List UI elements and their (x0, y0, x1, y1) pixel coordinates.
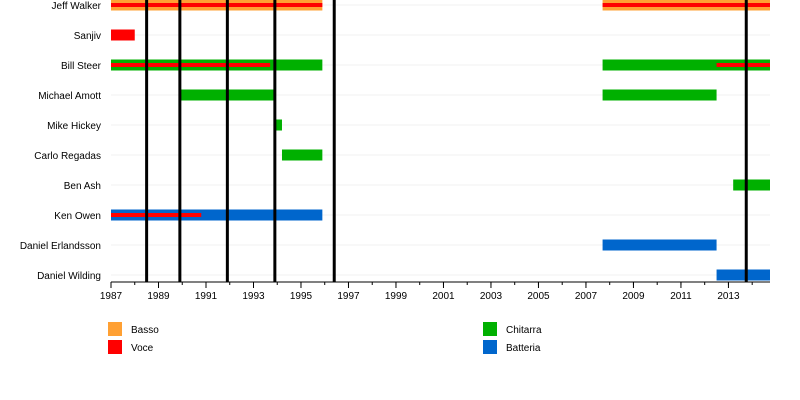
x-tick-label-2005: 2005 (527, 291, 550, 302)
x-tick-label-2003: 2003 (480, 291, 503, 302)
bar-jeff-walker-vocals-3 (602, 3, 770, 7)
bar-carlo-regadas-guitar-12 (281, 149, 323, 161)
legend-label-chitarra: Chitarra (506, 325, 542, 336)
x-tick-label-1997: 1997 (337, 291, 360, 302)
x-tick-label-2007: 2007 (575, 291, 598, 302)
bar-sanjiv-vocals-4 (111, 29, 135, 41)
x-tick-label-1991: 1991 (195, 291, 218, 302)
x-axis: 1987 1989 1991 1993 1995 1997 1999 2001 2003 2005… (100, 281, 770, 302)
member-label-daniel-wilding: Daniel Wilding (37, 271, 101, 282)
member-labels-layer: Jeff Walker Sanjiv Bill Steer Michael Amott… (20, 1, 102, 282)
member-label-jeff-walker: Jeff Walker (52, 1, 102, 12)
x-tick-label-2013: 2013 (717, 291, 740, 302)
x-tick-label-1987: 1987 (100, 291, 123, 302)
x-tick-label-2001: 2001 (432, 291, 455, 302)
bars-layer (111, 0, 770, 281)
legend-label-basso: Basso (131, 325, 159, 336)
grid-layer (111, 4, 770, 276)
legend: Basso Voce Chitarra Batteria (108, 322, 542, 354)
member-label-carlo-regadas: Carlo Regadas (34, 151, 101, 162)
bar-daniel-erlandsson-drums-16 (602, 239, 717, 251)
x-tick-label-1989: 1989 (147, 291, 170, 302)
bar-ben-ash-guitar-13 (733, 179, 770, 191)
legend-label-batteria: Batteria (506, 343, 541, 354)
bar-michael-amott-guitar-10 (602, 89, 717, 101)
bar-jeff-walker-vocals-1 (111, 3, 323, 7)
member-label-ben-ash: Ben Ash (64, 181, 101, 192)
bar-bill-steer-vocals-6 (111, 63, 271, 67)
bar-ken-owen-vocals-15 (111, 213, 202, 217)
x-tick-label-2009: 2009 (622, 291, 645, 302)
bar-mike-hickey-guitar-11 (274, 119, 282, 131)
bar-daniel-wilding-drums-17 (716, 269, 770, 281)
legend-swatch-chitarra (483, 322, 497, 336)
x-tick-label-1993: 1993 (242, 291, 265, 302)
member-label-sanjiv: Sanjiv (74, 31, 101, 42)
release-lines-layer (145, 0, 748, 282)
legend-swatch-batteria (483, 340, 497, 354)
bar-bill-steer-guitar-7 (602, 59, 770, 71)
member-label-michael-amott: Michael Amott (38, 91, 101, 102)
x-tick-label-1995: 1995 (290, 291, 313, 302)
member-label-ken-owen: Ken Owen (54, 211, 101, 222)
member-label-daniel-erlandsson: Daniel Erlandsson (20, 241, 101, 252)
x-tick-label-2011: 2011 (670, 291, 692, 302)
bar-bill-steer-vocals-8 (716, 63, 770, 67)
x-tick-label-1999: 1999 (385, 291, 408, 302)
bar-ken-owen-drums-14 (111, 209, 323, 221)
member-label-bill-steer: Bill Steer (61, 61, 102, 72)
legend-label-voce: Voce (131, 343, 154, 354)
legend-swatch-basso (108, 322, 122, 336)
member-label-mike-hickey: Mike Hickey (47, 121, 101, 132)
legend-swatch-voce (108, 340, 122, 354)
